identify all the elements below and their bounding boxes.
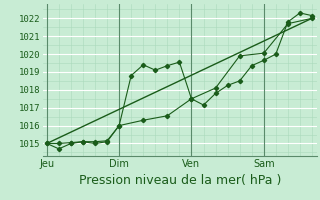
X-axis label: Pression niveau de la mer( hPa ): Pression niveau de la mer( hPa ) [79, 174, 281, 187]
